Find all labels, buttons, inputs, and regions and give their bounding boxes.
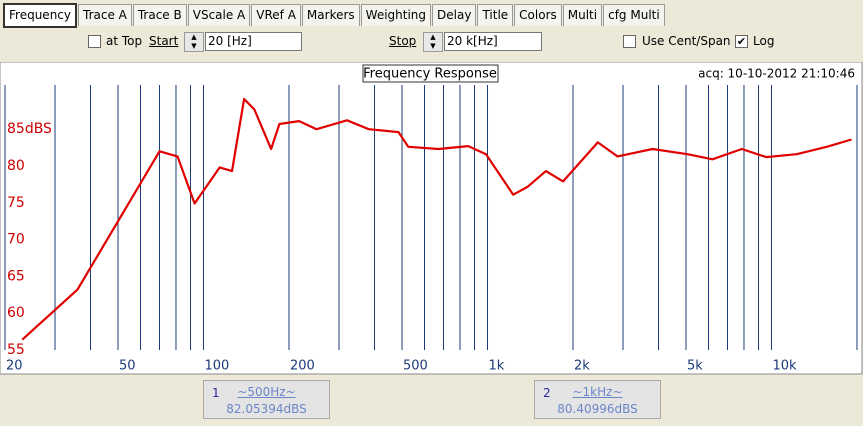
marker-box[interactable]: 2 ~1kHz~ 80.40996dBS bbox=[534, 380, 661, 419]
controls: at Top Start ▲ ▼ 20 [Hz] Stop ▲ ▼ 20 k[Hz]… bbox=[0, 30, 863, 54]
chart: Frequency Response acq: 10-10-2012 21:10… bbox=[0, 62, 863, 375]
tab[interactable]: Title bbox=[477, 4, 514, 26]
marker-box[interactable]: 1 ~500Hz~ 82.05394dBS bbox=[203, 380, 330, 419]
input[interactable]: 20 [Hz] bbox=[205, 32, 302, 51]
tab[interactable]: VRef A bbox=[251, 4, 301, 26]
y-tick-label: 65 bbox=[7, 268, 25, 284]
label: Start bbox=[149, 34, 179, 48]
tab[interactable]: VScale A bbox=[187, 4, 251, 26]
marker-index: 1 bbox=[212, 386, 220, 400]
y-tick-label: 75 bbox=[7, 195, 25, 211]
tab[interactable]: Trace A bbox=[78, 4, 132, 26]
y-tick-label: 60 bbox=[7, 305, 25, 321]
y-tick-label: 85dBS bbox=[7, 121, 52, 137]
input[interactable]: 20 k[Hz] bbox=[444, 32, 542, 51]
tab[interactable]: Colors bbox=[514, 4, 562, 26]
tab[interactable]: Weighting bbox=[360, 4, 432, 26]
x-tick-label: 10k bbox=[773, 359, 798, 374]
tab-bar: Frequency Trace A Trace B VScale A VRef A Mar… bbox=[3, 3, 666, 28]
y-tick-label: 80 bbox=[7, 158, 25, 174]
tab[interactable]: cfg Multi bbox=[603, 4, 665, 26]
checkbox[interactable]: ✔ bbox=[735, 35, 748, 48]
spinner[interactable]: ▲ ▼ bbox=[423, 32, 443, 52]
title-box bbox=[362, 64, 499, 83]
tab[interactable]: Markers bbox=[301, 4, 360, 26]
x-tick-label: 100 bbox=[205, 359, 230, 374]
x-tick-label: 1k bbox=[489, 359, 505, 374]
x-tick-label: 50 bbox=[119, 359, 136, 374]
checkbox[interactable] bbox=[88, 35, 101, 48]
label: Log bbox=[753, 34, 775, 48]
tab[interactable]: Delay bbox=[432, 4, 477, 26]
label: Stop bbox=[389, 34, 417, 48]
tab[interactable]: Frequency bbox=[3, 3, 77, 28]
trace-line bbox=[21, 97, 852, 341]
marker-index: 2 bbox=[543, 386, 551, 400]
marker-freq: ~1kHz~ bbox=[572, 385, 623, 399]
spinner[interactable]: ▲ ▼ bbox=[184, 32, 204, 52]
marker-level: 82.05394dBS bbox=[226, 402, 307, 416]
tab[interactable]: Multi bbox=[562, 4, 603, 26]
label: at Top bbox=[106, 34, 143, 48]
x-tick-label: 2k bbox=[574, 359, 590, 374]
x-tick-label: 200 bbox=[290, 359, 315, 374]
checkbox[interactable] bbox=[623, 35, 636, 48]
tab[interactable]: Trace B bbox=[132, 4, 187, 26]
x-tick-label: 5k bbox=[687, 359, 703, 374]
y-tick-label: 55 bbox=[7, 342, 25, 358]
x-tick-label: 20 bbox=[6, 359, 23, 374]
acq-time: acq: 10-10-2012 21:10:46 bbox=[698, 67, 855, 81]
x-tick-label: 500 bbox=[403, 359, 428, 374]
label: Use Cent/Span bbox=[642, 34, 731, 48]
marker-freq: ~500Hz~ bbox=[237, 385, 296, 399]
chart-title: Frequency Response bbox=[363, 67, 497, 82]
y-tick-label: 70 bbox=[7, 232, 25, 248]
plot-bg bbox=[0, 62, 863, 375]
marker-level: 80.40996dBS bbox=[557, 402, 638, 416]
